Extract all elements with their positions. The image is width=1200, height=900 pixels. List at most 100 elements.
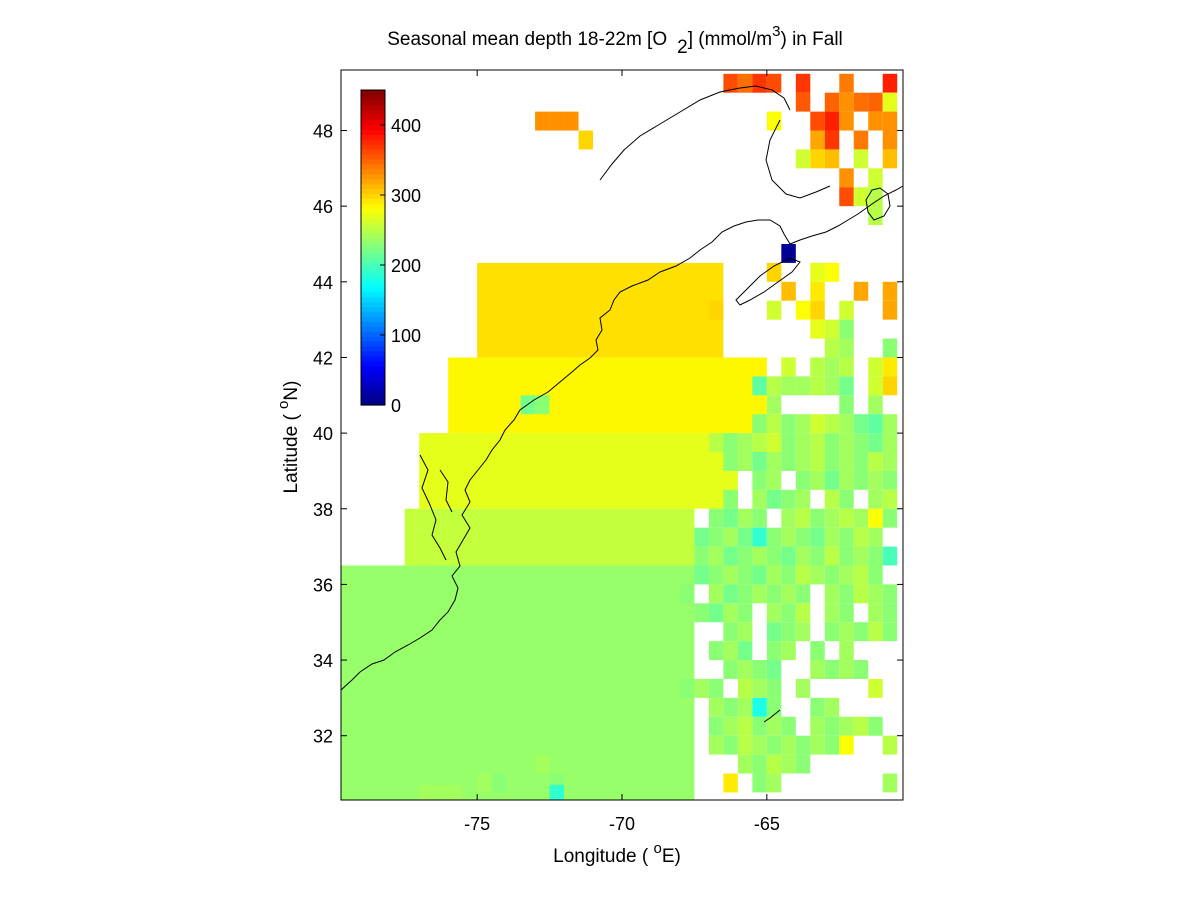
heatmap-cell	[882, 300, 898, 320]
heatmap-cell	[839, 735, 854, 755]
colorbar-strip	[361, 163, 385, 170]
colorbar-tick-label: 200	[391, 256, 421, 276]
heatmap-cell	[824, 262, 840, 282]
heatmap-cell	[766, 622, 782, 642]
heatmap-cell	[766, 489, 782, 509]
heatmap-cell	[723, 527, 738, 547]
colorbar-strip	[361, 336, 385, 342]
heatmap-cell	[752, 735, 767, 755]
heatmap-cell	[853, 414, 869, 434]
colorbar-strip	[361, 380, 385, 386]
heatmap-cell	[781, 508, 796, 528]
heatmap-cell	[766, 660, 782, 679]
heatmap-cell	[723, 565, 738, 585]
heatmap-cell	[839, 187, 854, 207]
heatmap-cell	[723, 433, 738, 453]
heatmap-cell	[824, 489, 840, 509]
heatmap-cell	[766, 73, 782, 93]
heatmap-cell	[795, 603, 811, 623]
heatmap-cell	[737, 678, 753, 698]
title-subscript: 2	[677, 37, 688, 58]
colorbar-strip	[361, 306, 385, 313]
heatmap-cell	[882, 281, 898, 301]
colorbar-strip	[361, 341, 385, 347]
heatmap-cell	[491, 773, 507, 793]
heatmap-cell	[679, 584, 695, 604]
heatmap-cell	[882, 111, 898, 131]
heatmap-cell	[723, 773, 738, 793]
heatmap-region	[341, 565, 695, 800]
heatmap-cell	[708, 716, 724, 736]
heatmap-region	[404, 508, 695, 566]
heatmap-cell	[868, 92, 883, 112]
colorbar-strip	[361, 247, 385, 254]
y-tick-label: 34	[313, 651, 333, 671]
heatmap-cell	[839, 168, 854, 188]
heatmap-cell	[882, 773, 898, 793]
heatmap-cell	[752, 546, 767, 566]
heatmap-cell	[708, 735, 724, 755]
heatmap-cell	[882, 470, 898, 490]
colorbar-tick-label: 0	[391, 396, 401, 416]
heatmap-cell	[433, 784, 449, 800]
y-tick-label: 46	[313, 197, 333, 217]
heatmap-cell	[708, 584, 724, 604]
heatmap-cell	[824, 433, 840, 453]
colorbar-strip	[361, 203, 385, 209]
heatmap-cell	[853, 660, 869, 679]
heatmap-cell	[419, 784, 434, 800]
heatmap-cell	[737, 546, 753, 566]
heatmap-cell	[853, 716, 869, 736]
y-axis-label-superscript: o	[275, 401, 292, 409]
colorbar-strip	[361, 149, 385, 155]
heatmap-cell	[752, 754, 767, 774]
colorbar-strip	[361, 94, 385, 101]
heatmap-cell	[781, 584, 796, 604]
colorbar-strip	[361, 311, 385, 318]
colorbar-strip	[361, 345, 385, 352]
heatmap-cell	[810, 357, 825, 377]
heatmap-cell	[824, 130, 840, 150]
colorbar-strip	[361, 99, 385, 106]
colorbar-strip	[361, 242, 385, 249]
colorbar-strip	[361, 321, 385, 327]
heatmap-cell	[708, 546, 724, 566]
colorbar-strip	[361, 153, 385, 160]
heatmap-cell	[824, 470, 840, 490]
heatmap-cell	[853, 452, 869, 471]
heatmap-cell	[752, 73, 767, 93]
heatmap-cell	[723, 641, 738, 661]
heatmap-cell	[737, 603, 753, 623]
heatmap-cell	[810, 660, 825, 679]
colorbar-strip	[361, 222, 385, 229]
heatmap-cell	[723, 489, 738, 509]
heatmap-cell	[839, 357, 854, 377]
heatmap-cell	[752, 565, 767, 585]
colorbar-strip	[361, 168, 385, 175]
colorbar-strip	[361, 119, 385, 126]
heatmap-cell	[723, 584, 738, 604]
heatmap-cell	[737, 735, 753, 755]
heatmap-cell	[853, 508, 869, 528]
heatmap-cell	[810, 470, 825, 490]
heatmap-cell	[781, 603, 796, 623]
heatmap-cell	[694, 678, 709, 698]
coastline	[340, 85, 904, 723]
heatmap-cell	[853, 546, 869, 566]
heatmap-cell	[795, 470, 811, 490]
y-tick-label: 48	[313, 122, 333, 142]
heatmap-cell	[853, 470, 869, 490]
heatmap-cell	[766, 716, 782, 736]
colorbar: 0 100 200 300 400	[360, 89, 421, 416]
colorbar-strip	[361, 178, 385, 185]
heatmap-cell	[882, 414, 898, 434]
colorbar-tick-label: 400	[391, 116, 421, 136]
title-superscript: 3	[772, 23, 780, 40]
heatmap-cell	[766, 433, 782, 453]
heatmap-cell	[766, 414, 782, 434]
heatmap-cell	[839, 395, 854, 415]
heatmap-cell	[868, 187, 883, 207]
heatmap-cell	[448, 784, 463, 800]
heatmap-cell	[781, 489, 796, 509]
